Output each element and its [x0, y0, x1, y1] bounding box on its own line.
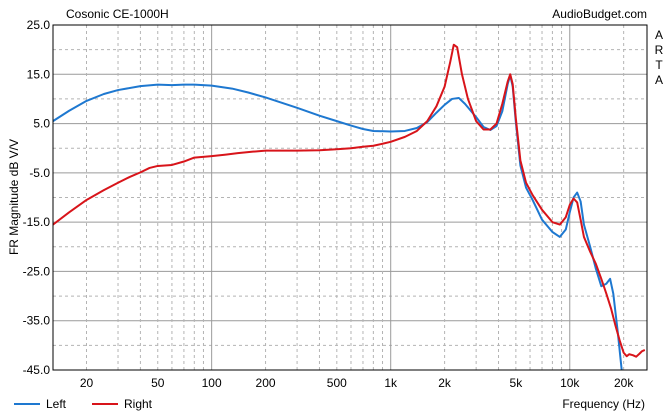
x-tick-label: 200: [256, 376, 276, 390]
x-tick-label: 10k: [560, 376, 580, 390]
series-line-left: [53, 74, 623, 370]
x-tick-label: 50: [151, 376, 165, 390]
side-label-letter: A: [655, 73, 663, 87]
y-tick-label: 15.0: [27, 67, 51, 81]
side-label-letter: R: [655, 43, 664, 57]
x-tick-label: 20: [80, 376, 94, 390]
y-tick-label: 5.0: [33, 117, 50, 131]
series-line-right: [53, 43, 646, 358]
side-label-letter: A: [655, 28, 663, 42]
x-tick-label: 100: [202, 376, 222, 390]
y-tick-label: -5.0: [29, 166, 50, 180]
x-tick-labels: 20 50 100 200 500 1k 2k 5k 10k 20k: [80, 376, 635, 390]
legend-label-left: Left: [46, 397, 67, 411]
y-tick-label: -35.0: [23, 314, 51, 328]
x-tick-label: 2k: [438, 376, 452, 390]
plot-frame: [52, 24, 648, 371]
y-tick-label: -15.0: [23, 215, 51, 229]
watermark-text: AudioBudget.com: [552, 7, 647, 21]
x-tick-label: 20k: [614, 376, 634, 390]
series-curves: [53, 43, 646, 370]
y-tick-label: -25.0: [23, 264, 51, 278]
side-label-letter: T: [655, 58, 663, 72]
y-axis-label: FR Magnitude dB V/V: [7, 139, 21, 255]
grid-lines: [53, 25, 647, 370]
chart-title: Cosonic CE-1000H: [66, 7, 169, 21]
x-tick-label: 500: [327, 376, 347, 390]
y-tick-label: 25.0: [27, 18, 51, 32]
legend-label-right: Right: [124, 397, 153, 411]
y-tick-labels: 25.0 15.0 5.0 -5.0 -15.0 -25.0 -35.0 -45.0: [23, 18, 51, 377]
y-tick-label: -45.0: [23, 363, 51, 377]
x-tick-label: 5k: [510, 376, 524, 390]
legend: Left Right: [14, 397, 153, 411]
x-tick-label: 1k: [384, 376, 398, 390]
x-axis-label: Frequency (Hz): [562, 397, 645, 411]
